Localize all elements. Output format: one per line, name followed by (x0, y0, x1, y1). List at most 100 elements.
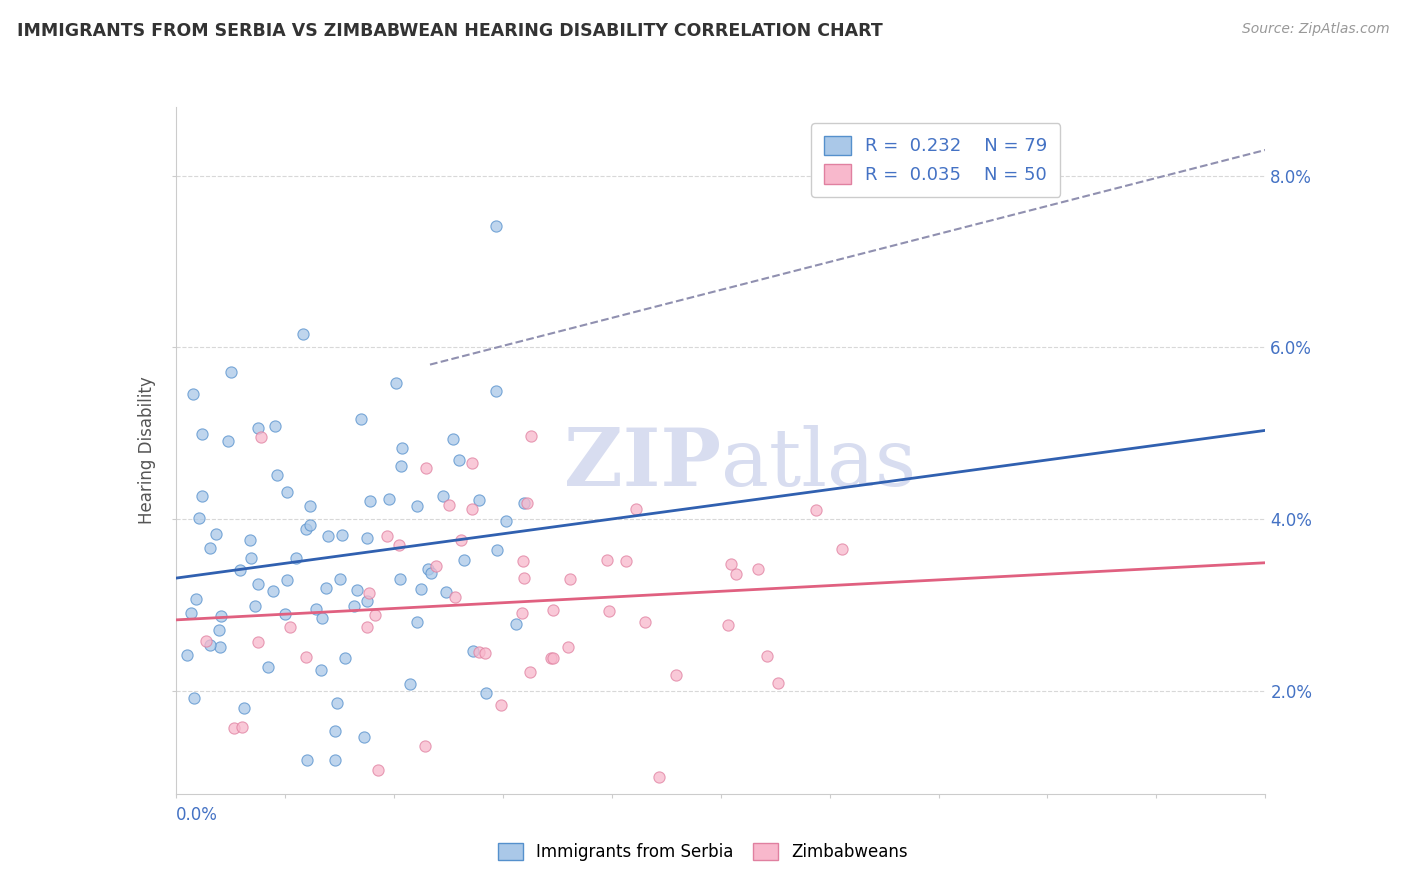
Point (519, 429, 541, 443)
Point (266, 467, 288, 482)
Point (346, 582, 368, 597)
Point (461, 502, 484, 516)
Point (291, 327, 314, 342)
Point (295, 650, 318, 665)
Point (363, 607, 385, 622)
Point (432, 489, 454, 503)
Point (598, 604, 620, 618)
Point (409, 582, 432, 596)
Point (516, 496, 538, 510)
Point (495, 514, 517, 528)
Point (217, 434, 239, 448)
Point (450, 533, 472, 547)
Point (747, 562, 769, 576)
Point (505, 617, 527, 632)
Point (413, 739, 436, 753)
Point (278, 620, 301, 634)
Point (513, 571, 536, 585)
Point (247, 421, 270, 435)
Point (389, 458, 412, 473)
Point (485, 219, 508, 233)
Point (262, 584, 284, 599)
Point (176, 648, 198, 663)
Point (474, 646, 496, 660)
Point (596, 553, 619, 567)
Point (298, 517, 321, 532)
Point (299, 499, 322, 513)
Point (257, 660, 280, 674)
Point (367, 763, 389, 777)
Point (634, 615, 657, 629)
Point (519, 665, 541, 679)
Point (443, 591, 465, 605)
Text: Source: ZipAtlas.com: Source: ZipAtlas.com (1241, 22, 1389, 37)
Point (233, 701, 256, 715)
Point (766, 676, 789, 690)
Text: ZIP: ZIP (564, 425, 721, 503)
Legend: Immigrants from Serbia, Zimbabweans: Immigrants from Serbia, Zimbabweans (491, 836, 915, 868)
Point (194, 633, 217, 648)
Point (239, 533, 262, 548)
Point (323, 753, 346, 767)
Point (405, 499, 427, 513)
Point (391, 441, 413, 455)
Point (512, 554, 534, 568)
Point (356, 620, 378, 634)
Point (188, 510, 211, 524)
Point (180, 606, 202, 620)
Point (461, 643, 484, 657)
Point (342, 599, 364, 614)
Point (614, 554, 637, 568)
Point (624, 501, 647, 516)
Point (247, 576, 270, 591)
Point (359, 494, 381, 508)
Y-axis label: Hearing Disability: Hearing Disability (138, 376, 156, 524)
Point (229, 563, 252, 577)
Point (209, 640, 232, 654)
Point (356, 531, 378, 545)
Point (198, 541, 221, 556)
Point (389, 572, 412, 586)
Point (510, 606, 533, 620)
Point (305, 602, 328, 616)
Point (221, 365, 243, 379)
Text: IMMIGRANTS FROM SERBIA VS ZIMBABWEAN HEARING DISABILITY CORRELATION CHART: IMMIGRANTS FROM SERBIA VS ZIMBABWEAN HEA… (17, 22, 883, 40)
Point (377, 529, 399, 543)
Point (513, 496, 536, 510)
Point (333, 651, 356, 665)
Point (415, 460, 437, 475)
Point (716, 617, 738, 632)
Text: 0.0%: 0.0% (176, 806, 218, 824)
Point (240, 550, 263, 565)
Point (309, 663, 332, 677)
Point (263, 418, 285, 433)
Point (485, 384, 508, 398)
Point (276, 485, 298, 500)
Point (453, 552, 475, 566)
Point (350, 412, 373, 426)
Point (420, 566, 443, 581)
Point (181, 387, 204, 401)
Legend: R =  0.232    N = 79, R =  0.035    N = 50: R = 0.232 N = 79, R = 0.035 N = 50 (811, 123, 1060, 197)
Point (249, 429, 271, 443)
Point (384, 376, 406, 390)
Point (295, 522, 318, 536)
Point (806, 502, 828, 516)
Point (359, 586, 381, 600)
Point (486, 542, 509, 557)
Point (284, 550, 307, 565)
Point (541, 651, 564, 665)
Point (665, 668, 688, 682)
Point (755, 648, 778, 663)
Point (405, 615, 427, 629)
Point (475, 686, 498, 700)
Point (447, 452, 470, 467)
Point (231, 720, 253, 734)
Point (461, 456, 484, 470)
Point (243, 599, 266, 613)
Point (356, 593, 378, 607)
Point (724, 567, 747, 582)
Point (425, 558, 447, 573)
Text: atlas: atlas (721, 425, 915, 503)
Point (315, 581, 337, 595)
